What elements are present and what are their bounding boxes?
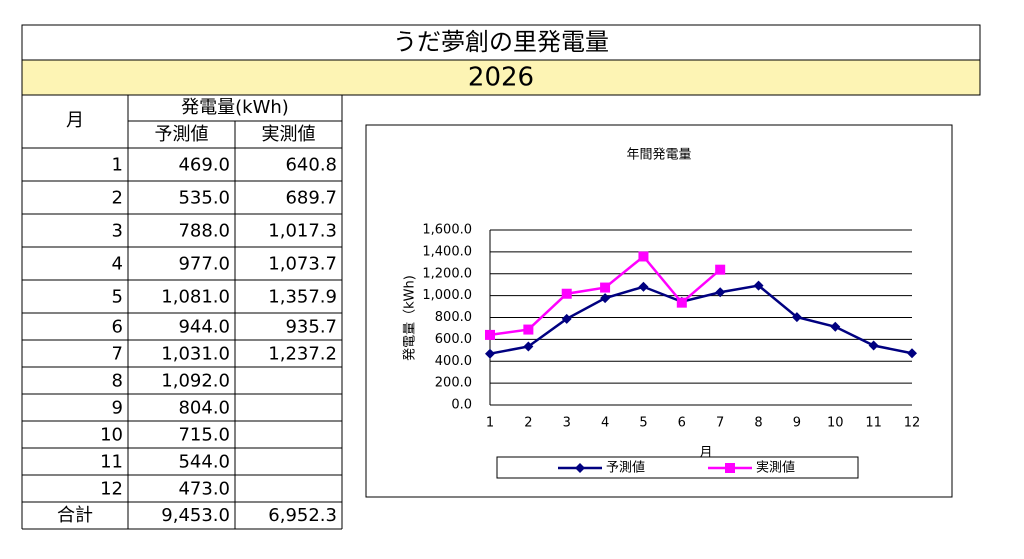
marker: [561, 313, 572, 324]
table-cell: 12: [100, 479, 123, 500]
legend-marker: [725, 463, 735, 473]
x-tick-label: 10: [827, 416, 844, 431]
y-tick-label: 200.0: [435, 376, 472, 391]
table-cell: 1,092.0: [161, 371, 230, 392]
x-tick-label: 3: [563, 416, 571, 431]
title-row: [21, 24, 981, 61]
marker: [523, 324, 534, 335]
header-group: 発電量(kWh): [181, 97, 289, 118]
series-line: [489, 284, 913, 355]
marker: [600, 282, 611, 293]
x-tick-label: 6: [678, 416, 686, 431]
x-tick-label: 5: [639, 416, 647, 431]
table-cell: 640.8: [285, 155, 337, 176]
y-tick-label: 1,600.0: [422, 223, 472, 238]
table-cell: 5: [112, 287, 123, 308]
table-cell: 1,357.9: [268, 287, 337, 308]
table-cell: 11: [100, 452, 123, 473]
marker: [638, 281, 649, 292]
marker: [715, 287, 726, 298]
table-cell: 715.0: [178, 425, 230, 446]
table-cell: 1,237.2: [268, 344, 337, 365]
x-tick-label: 4: [601, 416, 609, 431]
x-tick-label: 7: [716, 416, 724, 431]
y-tick-label: 600.0: [435, 332, 472, 347]
table-cell: 977.0: [178, 254, 230, 275]
table-cell: 1,073.7: [268, 254, 337, 275]
total-cell: 6,952.3: [268, 505, 337, 526]
header-column: 実測値: [262, 124, 316, 145]
marker: [523, 341, 534, 352]
table-cell: 1,081.0: [161, 287, 230, 308]
table-cell: 8: [112, 371, 123, 392]
marker: [830, 321, 841, 332]
marker: [715, 264, 726, 275]
x-tick-label: 12: [904, 416, 921, 431]
table-cell: 7: [112, 344, 123, 365]
marker: [676, 297, 687, 308]
total-cell: 9,453.0: [161, 505, 230, 526]
table-cell: 469.0: [178, 155, 230, 176]
marker: [485, 329, 495, 340]
marker: [868, 340, 879, 351]
chart-title: 年間発電量: [626, 148, 691, 163]
table-cell: 1,017.3: [268, 221, 337, 242]
x-axis-label: 月: [699, 446, 712, 461]
y-tick-label: 1,400.0: [422, 244, 472, 259]
table-cell: 2: [112, 188, 123, 209]
legend-label: 予測値: [606, 460, 645, 476]
table-cell: 1: [112, 155, 123, 176]
table-cell: 535.0: [178, 188, 230, 209]
y-axis-label: 発電量（kWh): [403, 275, 418, 361]
legend-label: 実測値: [756, 460, 795, 476]
y-tick-label: 1,000.0: [422, 288, 472, 303]
marker: [907, 348, 917, 359]
header-month: 月: [66, 110, 84, 131]
header-column: 予測値: [155, 124, 209, 145]
marker: [638, 251, 649, 262]
sheet-title: うだ夢創の里発電量: [393, 28, 609, 56]
table-cell: 3: [112, 221, 123, 242]
y-tick-label: 1,200.0: [422, 266, 472, 281]
total-cell: 合計: [57, 505, 93, 526]
x-tick-label: 2: [524, 416, 532, 431]
table-cell: 689.7: [285, 188, 337, 209]
table-cell: 804.0: [178, 398, 230, 419]
x-tick-label: 11: [865, 416, 882, 431]
table-cell: 473.0: [178, 479, 230, 500]
table-cell: 6: [112, 317, 123, 338]
marker: [791, 312, 802, 323]
table-cell: 788.0: [178, 221, 230, 242]
table-cell: 1,031.0: [161, 344, 230, 365]
marker: [561, 288, 572, 299]
year: 2026: [468, 63, 534, 93]
table-cell: 544.0: [178, 452, 230, 473]
x-tick-label: 8: [754, 416, 762, 431]
marker: [600, 293, 611, 304]
table-cell: 10: [100, 425, 123, 446]
y-tick-label: 400.0: [435, 354, 472, 369]
legend-bg: [498, 458, 857, 477]
chart-frame: [365, 124, 953, 498]
table-cell: 9: [112, 398, 123, 419]
y-tick-label: 0.0: [451, 398, 472, 413]
x-tick-label: 1: [486, 416, 494, 431]
x-tick-label: 9: [793, 416, 801, 431]
marker: [485, 348, 495, 359]
table-cell: 944.0: [178, 317, 230, 338]
y-tick-label: 800.0: [435, 310, 472, 325]
table-cell: 4: [112, 254, 123, 275]
marker: [753, 280, 764, 291]
table-cell: 935.7: [285, 317, 337, 338]
year-row: [21, 59, 981, 96]
legend-marker: [575, 463, 585, 473]
